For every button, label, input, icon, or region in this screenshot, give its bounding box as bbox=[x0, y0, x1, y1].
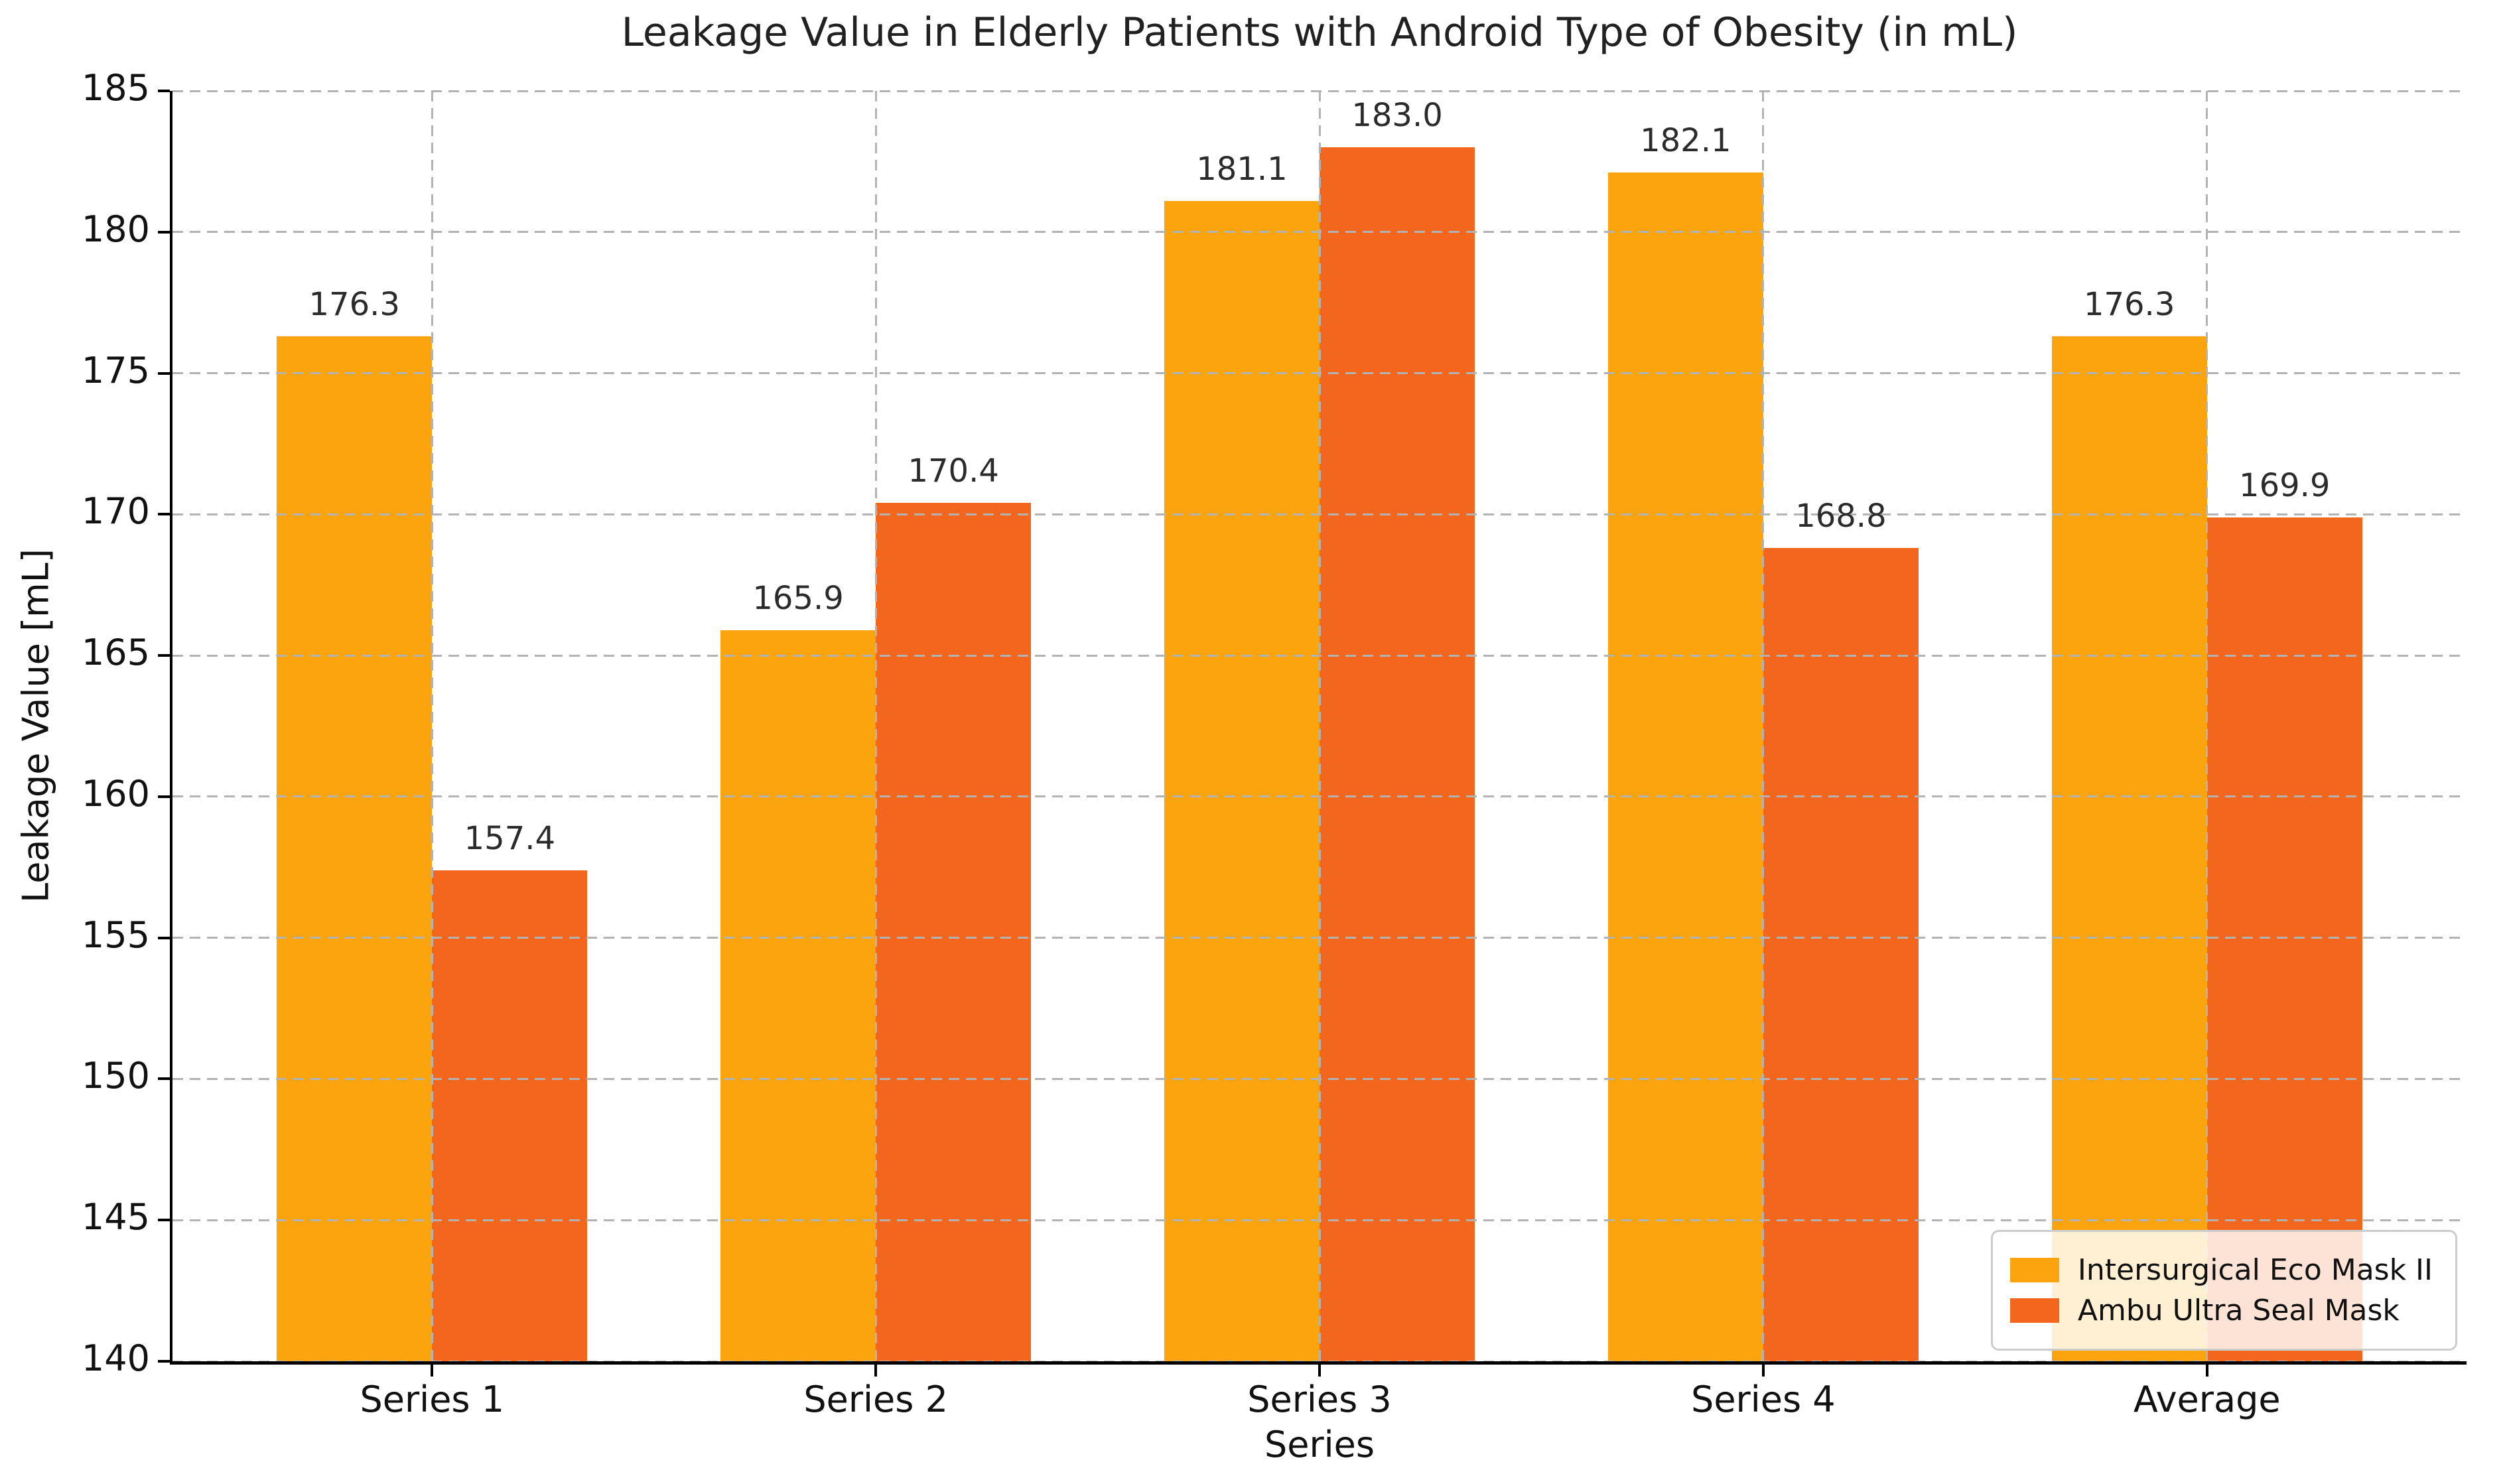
bar-value-label: 170.4 bbox=[908, 452, 999, 490]
bar-value-label: 168.8 bbox=[1795, 498, 1887, 535]
y-tick-mark bbox=[158, 795, 170, 798]
y-axis-label: Leakage Value [mL] bbox=[15, 549, 57, 903]
x-tick-mark bbox=[1318, 1365, 1321, 1377]
left-spine bbox=[170, 91, 172, 1361]
x-tick-mark bbox=[2205, 1365, 2208, 1377]
x-tick-mark bbox=[1761, 1365, 1765, 1377]
y-tick-label: 175 bbox=[81, 349, 150, 391]
y-tick-label: 155 bbox=[81, 913, 150, 956]
bar-value-label: 183.0 bbox=[1351, 97, 1443, 135]
bar-value-label: 157.4 bbox=[464, 819, 556, 857]
bar-series-a bbox=[1607, 172, 1763, 1361]
plot-area: 176.3 157.4 165.9 170.4 181.1 183.0 182.1 168.8… bbox=[82, 67, 2467, 1420]
bar-series-a bbox=[1164, 200, 1320, 1361]
bar-series-a bbox=[2051, 336, 2207, 1361]
y-tick-mark bbox=[158, 371, 170, 375]
legend-entry: Intersurgical Eco Mask II bbox=[2009, 1253, 2433, 1287]
x-tick-label: Series 1 bbox=[360, 1379, 505, 1420]
y-tick-label: 185 bbox=[81, 67, 150, 109]
legend-entry: Ambu Ultra Seal Mask bbox=[2009, 1294, 2433, 1327]
bar-series-b bbox=[432, 870, 588, 1361]
bar-value-label: 165.9 bbox=[752, 579, 844, 617]
x-tick-label: Series 4 bbox=[1691, 1379, 1836, 1420]
chart-title: Leakage Value in Elderly Patients with A… bbox=[621, 9, 2018, 56]
gridline-vertical bbox=[874, 91, 877, 1361]
bar-series-b bbox=[876, 503, 1032, 1361]
bar-series-b bbox=[1320, 147, 1475, 1361]
bar-series-b bbox=[1763, 548, 1919, 1361]
x-tick-label: Series 3 bbox=[1247, 1379, 1392, 1420]
gridline-vertical bbox=[1762, 91, 1765, 1361]
x-tick-label: Average bbox=[2133, 1379, 2281, 1420]
annotation-layer: 176.3 157.4 165.9 170.4 181.1 183.0 182.1 168.8… bbox=[172, 91, 2467, 1361]
x-tick-mark bbox=[431, 1365, 434, 1377]
y-tick-mark bbox=[158, 230, 170, 234]
y-tick-mark bbox=[158, 654, 170, 657]
y-tick-mark bbox=[158, 90, 170, 92]
y-tick-mark bbox=[158, 936, 170, 939]
bar-value-label: 176.3 bbox=[2083, 286, 2175, 324]
x-tick-label: Series 2 bbox=[803, 1379, 948, 1420]
bottom-spine bbox=[170, 1361, 2467, 1365]
y-tick-mark bbox=[158, 1360, 170, 1363]
y-tick-mark bbox=[158, 1077, 170, 1081]
gridline-vertical bbox=[2206, 91, 2208, 1361]
gridline-vertical bbox=[1318, 91, 1321, 1361]
legend-swatch bbox=[2009, 1298, 2059, 1323]
legend-swatch bbox=[2009, 1258, 2059, 1282]
bar-value-label: 182.1 bbox=[1640, 122, 1731, 160]
y-tick-mark bbox=[158, 513, 170, 516]
bar-value-label: 181.1 bbox=[1196, 150, 1288, 188]
bar-value-label: 169.9 bbox=[2239, 466, 2331, 504]
y-tick-mark bbox=[158, 1219, 170, 1222]
y-tick-label: 165 bbox=[81, 632, 150, 674]
x-tick-mark bbox=[874, 1365, 878, 1377]
y-tick-label: 145 bbox=[81, 1196, 150, 1239]
y-tick-label: 180 bbox=[81, 208, 150, 250]
legend-label: Ambu Ultra Seal Mask bbox=[2077, 1294, 2400, 1327]
gridline-vertical bbox=[431, 91, 433, 1361]
y-tick-label: 140 bbox=[81, 1337, 150, 1379]
legend: Intersurgical Eco Mask II Ambu Ultra Seal… bbox=[1990, 1230, 2457, 1351]
ticks-layer: 140 145 150 155 160 165 170 175 180 185 Series 1 Se… bbox=[82, 67, 2467, 1420]
bar-series-a bbox=[277, 336, 433, 1361]
x-axis-label: Series bbox=[1264, 1424, 1375, 1465]
y-tick-label: 150 bbox=[81, 1055, 150, 1097]
y-tick-label: 170 bbox=[81, 490, 150, 533]
legend-label: Intersurgical Eco Mask II bbox=[2077, 1253, 2433, 1287]
y-tick-label: 160 bbox=[81, 772, 150, 815]
bar-value-label: 176.3 bbox=[308, 286, 400, 324]
bar-series-a bbox=[720, 630, 876, 1361]
